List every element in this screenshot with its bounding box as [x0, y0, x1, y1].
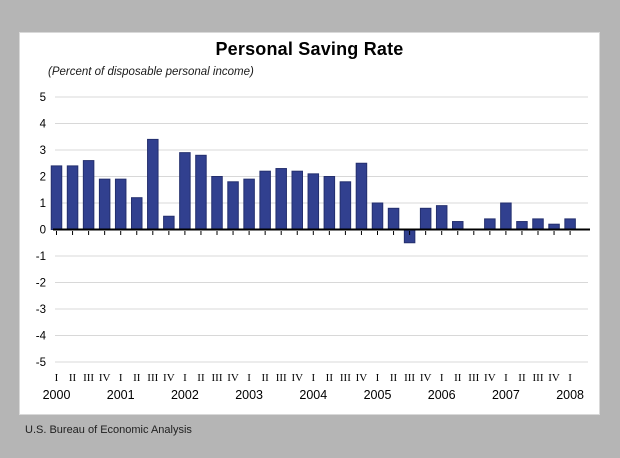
y-axis-tick-label: -5: [36, 357, 46, 369]
y-axis-tick-label: -4: [36, 331, 47, 343]
y-axis-tick-label: 3: [40, 145, 46, 157]
bar: [307, 173, 320, 231]
bar: [371, 202, 384, 230]
y-axis-tick-label: 4: [40, 119, 47, 131]
quarter-tick-label: I: [376, 372, 380, 384]
bar: [339, 181, 352, 231]
y-axis-tick-label: -3: [36, 304, 46, 316]
quarter-tick-label: I: [183, 372, 187, 384]
y-axis-tick-label: -1: [36, 251, 46, 263]
bar: [50, 165, 63, 230]
bar: [355, 162, 368, 230]
quarter-tick-label: II: [326, 372, 334, 384]
year-tick-label: 2000: [43, 388, 71, 402]
quarter-tick-label: I: [55, 372, 59, 384]
year-tick-label: 2006: [428, 388, 456, 402]
bar: [484, 218, 496, 230]
quarter-tick-label: I: [440, 372, 444, 384]
source-attribution: U.S. Bureau of Economic Analysis: [25, 424, 192, 436]
quarter-tick-label: IV: [99, 372, 111, 384]
bar: [564, 218, 576, 230]
quarter-tick-label: I: [311, 372, 315, 384]
quarter-tick-label: II: [518, 372, 526, 384]
y-axis-tick-label: 0: [40, 225, 46, 237]
quarter-tick-label: III: [212, 372, 223, 384]
quarter-tick-label: I: [568, 372, 572, 384]
bar: [323, 176, 336, 230]
bar: [387, 207, 400, 231]
quarter-tick-label: III: [533, 372, 544, 384]
bar: [163, 215, 175, 230]
quarter-tick-label: III: [147, 372, 158, 384]
bar: [435, 205, 448, 230]
bar: [452, 221, 464, 231]
chart-panel: 5 4 3 2 1 0 -1 -2 -3 -4 -5 I II III IV I II III IV I II III IV…: [19, 32, 600, 415]
year-tick-label: 2005: [364, 388, 392, 402]
quarter-tick-label: II: [454, 372, 462, 384]
y-axis-tick-label: 5: [40, 92, 46, 104]
quarter-tick-label: IV: [356, 372, 368, 384]
y-axis-tick-label: 2: [40, 172, 46, 184]
quarter-tick-label: IV: [484, 372, 496, 384]
quarter-tick-label: III: [404, 372, 415, 384]
year-tick-label: 2002: [171, 388, 199, 402]
bar: [500, 202, 512, 230]
quarter-tick-label: IV: [420, 372, 432, 384]
quarter-tick-label: III: [276, 372, 287, 384]
bar: [291, 170, 303, 230]
y-axis-tick-label: 1: [40, 198, 46, 210]
quarter-tick-label: II: [261, 372, 269, 384]
year-tick-label: 2008: [556, 388, 584, 402]
bar: [227, 181, 239, 231]
quarter-tick-label: II: [69, 372, 77, 384]
bar: [275, 168, 287, 231]
chart-subtitle: (Percent of disposable personal income): [48, 66, 254, 78]
quarter-tick-label: IV: [163, 372, 175, 384]
year-tick-label: 2003: [235, 388, 263, 402]
quarter-tick-label: III: [83, 372, 94, 384]
year-tick-label: 2004: [299, 388, 327, 402]
quarter-tick-label: III: [468, 372, 479, 384]
quarter-tick-label: III: [340, 372, 351, 384]
quarter-tick-label: II: [390, 372, 398, 384]
bar: [114, 178, 127, 230]
bar: [419, 207, 432, 231]
quarter-tick-label: IV: [548, 372, 560, 384]
bar: [243, 178, 255, 230]
bar: [98, 178, 111, 230]
bar: [131, 197, 143, 230]
chart-title: Personal Saving Rate: [215, 39, 404, 59]
quarter-tick-label: II: [197, 372, 205, 384]
bar: [516, 221, 528, 231]
quarter-tick-label: II: [133, 372, 141, 384]
year-tick-label: 2001: [107, 388, 135, 402]
quarter-tick-label: IV: [227, 372, 239, 384]
quarter-tick-label: IV: [291, 372, 303, 384]
bar: [259, 170, 271, 230]
bar: [66, 165, 79, 230]
bar: [147, 138, 159, 230]
y-axis-tick-label: -2: [36, 278, 46, 290]
year-tick-label: 2007: [492, 388, 520, 402]
bar: [532, 218, 544, 230]
bar: [195, 154, 207, 230]
quarter-tick-label: I: [504, 372, 508, 384]
quarter-tick-label: I: [119, 372, 123, 384]
bar: [82, 160, 95, 230]
quarter-tick-label: I: [247, 372, 251, 384]
bar: [211, 176, 223, 230]
bar: [179, 152, 191, 230]
